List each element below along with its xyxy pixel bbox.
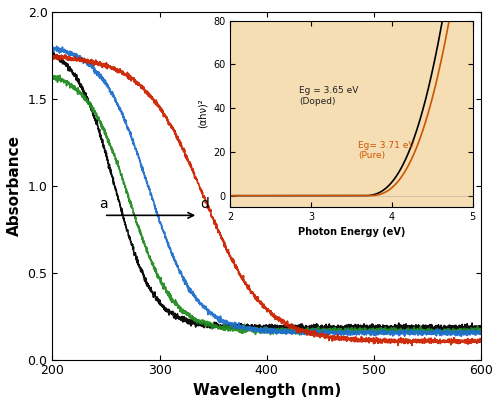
Text: a: a [100,197,108,211]
X-axis label: Wavelength (nm): Wavelength (nm) [192,383,341,398]
Text: d: d [200,197,209,211]
Y-axis label: Absorbance: Absorbance [7,135,22,236]
